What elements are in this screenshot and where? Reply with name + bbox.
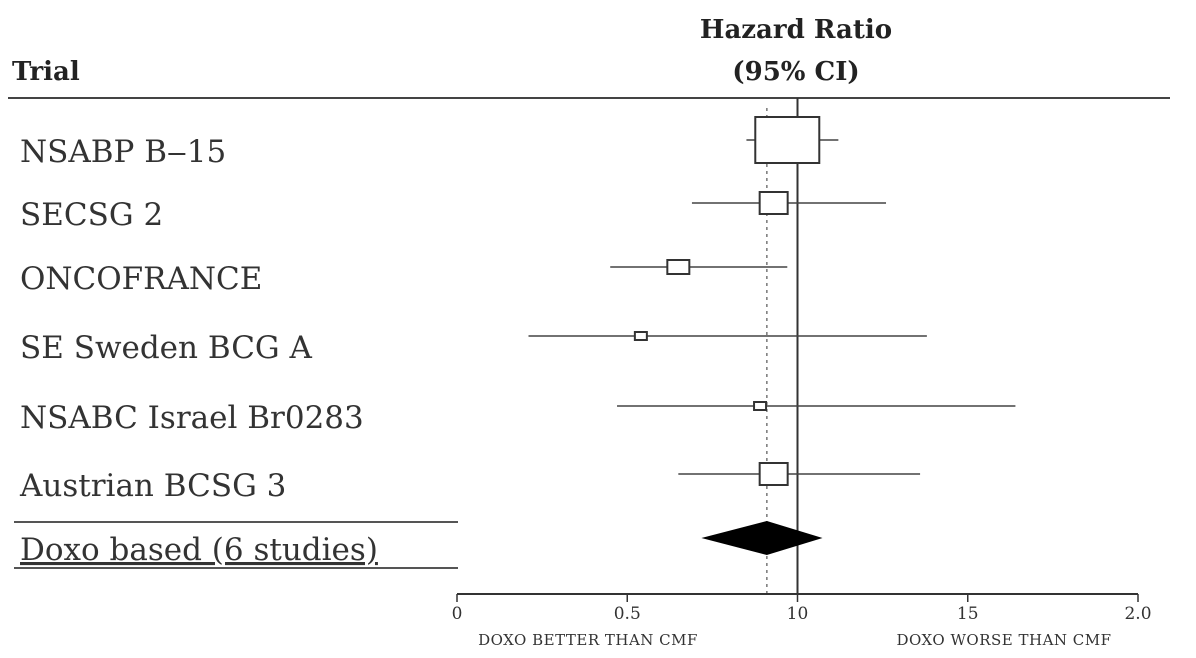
point-estimate-box [753,401,768,411]
plot-marks [528,98,1016,594]
x-tick-label: 0.5 [614,604,641,624]
study-label: NSABC Israel Br0283 [20,400,364,436]
point-estimate-box [758,462,789,486]
study-label: SECSG 2 [20,197,163,233]
direction-left-label: DOXO BETTER THAN CMF [478,631,698,649]
x-tick-label: 0 [452,604,463,624]
study-label: SE Sweden BCG A [20,330,313,366]
study-label: ONCOFRANCE [20,261,262,297]
x-tick-label: 10 [787,604,809,624]
header-trial: Trial [12,57,80,87]
study-label: Austrian BCSG 3 [19,468,286,504]
point-estimate-box [633,331,648,341]
study-rows: NSABP B‒15 SECSG 2 ONCOFRANCE SE Sweden BCG… [19,134,364,504]
header-ci: (95% CI) [732,57,859,87]
summary-diamond [701,521,823,555]
point-estimate-box [758,191,789,215]
summary-label: Doxo based (6 studies) [20,532,378,568]
x-tick-label: 2.0 [1124,604,1151,624]
point-estimate-box [666,259,691,275]
point-estimate-box [754,116,821,164]
study-label: NSABP B‒15 [20,134,226,170]
x-tick-label: 15 [957,604,979,624]
header-hazard-ratio: Hazard Ratio [700,15,892,45]
x-axis: 0 0.5 10 15 2.0 [452,593,1152,624]
direction-right-label: DOXO WORSE THAN CMF [896,631,1111,649]
